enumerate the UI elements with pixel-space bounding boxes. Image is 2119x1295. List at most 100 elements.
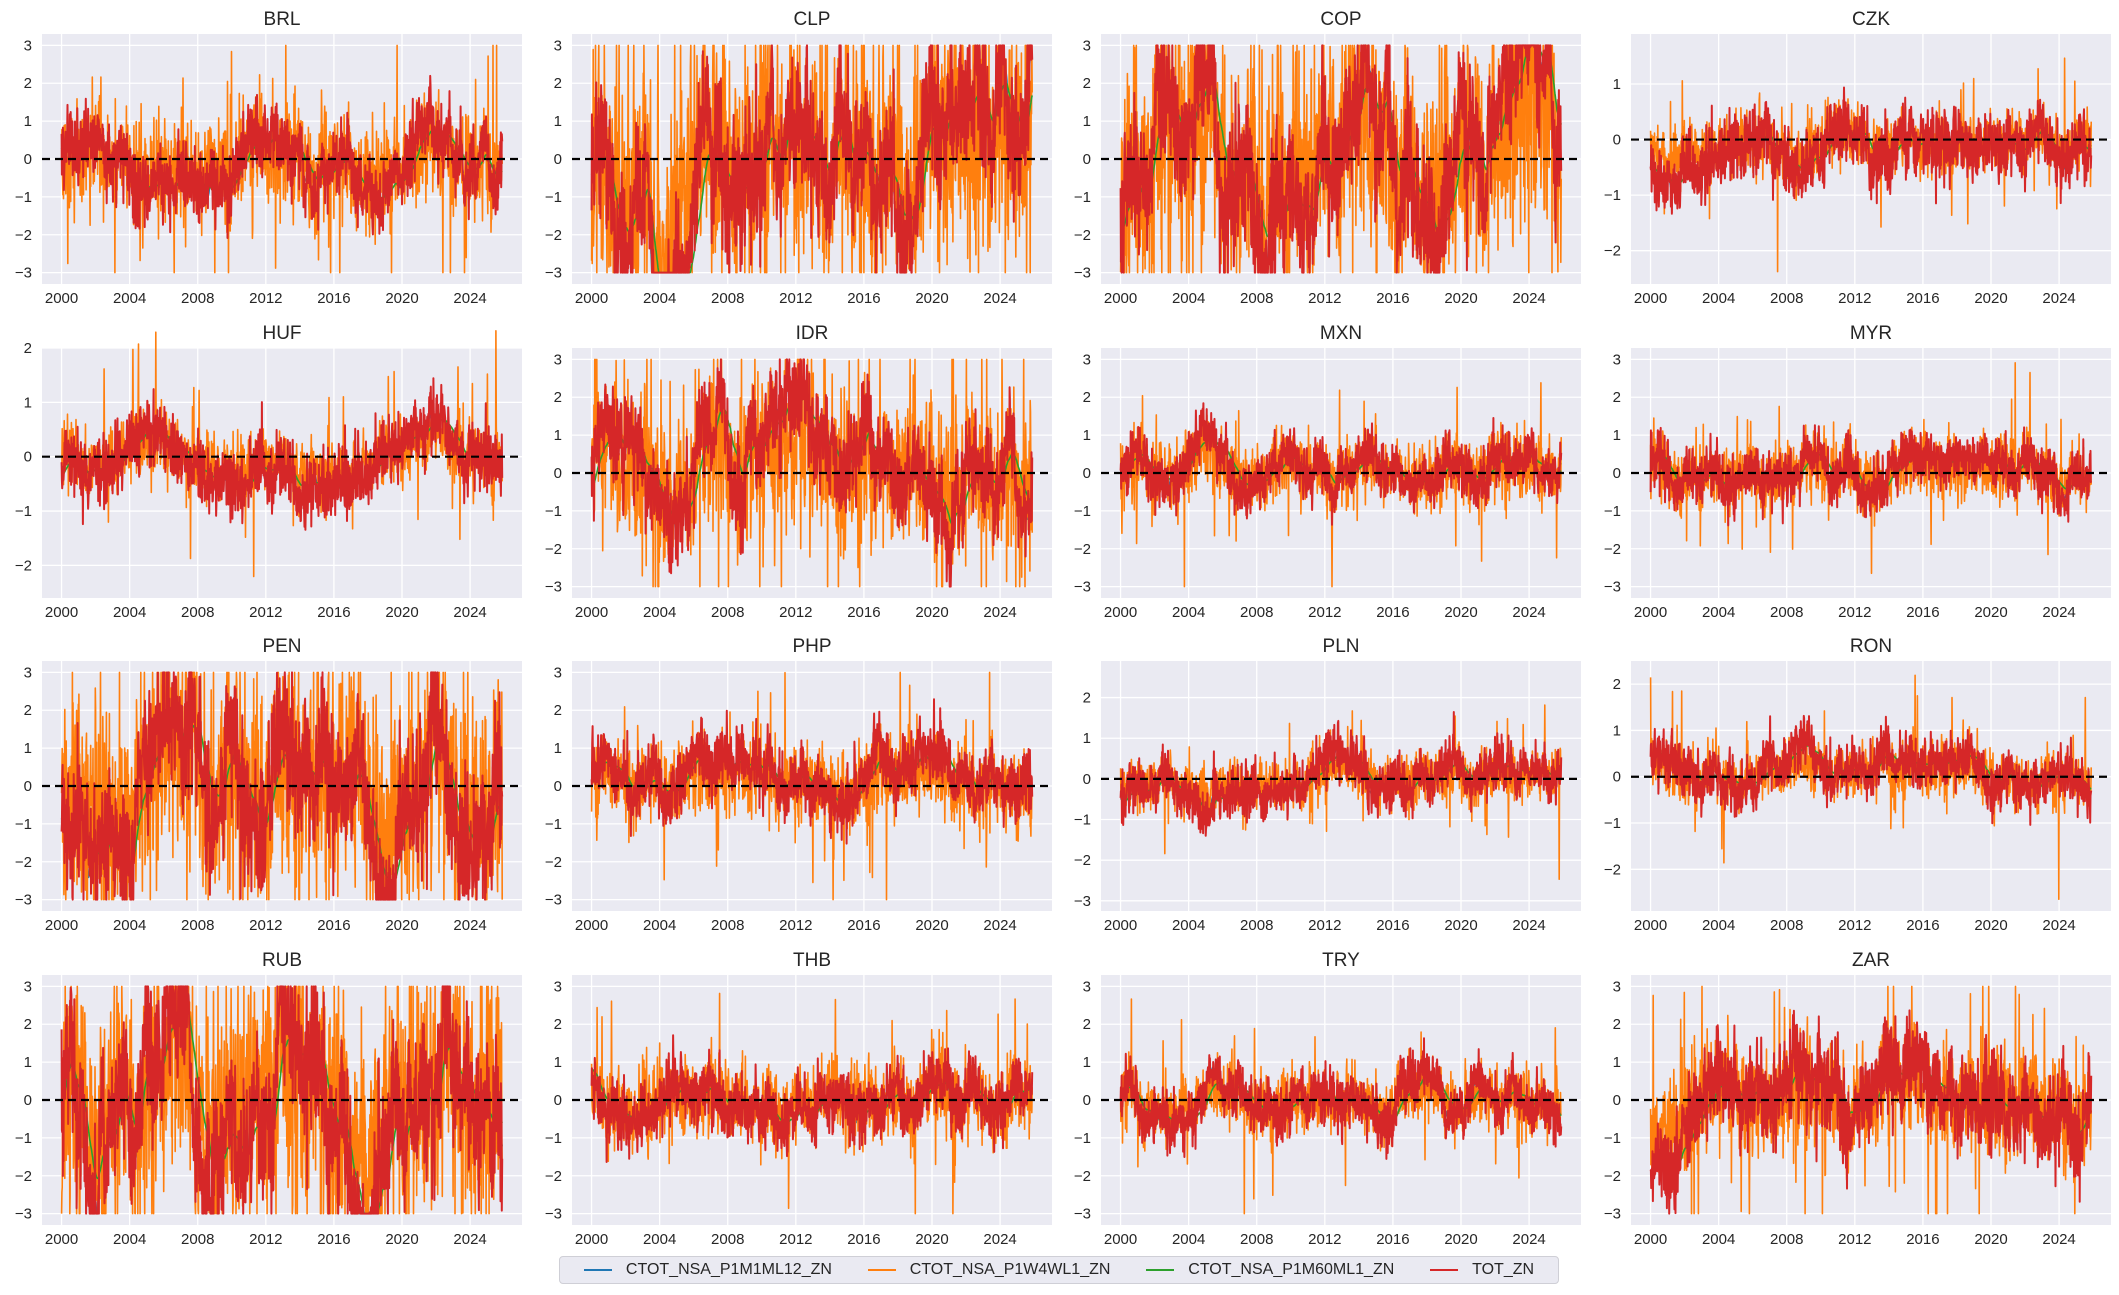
x-tick-label: 2000: [1634, 604, 1667, 621]
x-tick-label: 2012: [779, 604, 812, 621]
panel-php: PHP 2000 2004 2008 2012 2016 2020 2024 −3 −2 −1 0 1 2…: [545, 636, 1052, 934]
x-tick-label: 2004: [113, 917, 146, 934]
y-tick-label: 2: [24, 340, 32, 357]
panel-czk: CZK 2000 2004 2008 2012 2016 2020 2024 −2 −1 0 1: [1604, 9, 2112, 307]
panel-brl: BRL 2000 2004 2008 2012 2016 2020 2024 −3 −2 −1 0 1 2…: [15, 9, 522, 307]
y-tick-label: 1: [1083, 427, 1091, 444]
y-tick-label: −2: [1604, 540, 1621, 557]
y-tick-label: 2: [1613, 389, 1621, 406]
y-tick-label: 1: [1613, 427, 1621, 444]
y-tick-label: −2: [15, 854, 32, 871]
y-tick-label: 1: [553, 113, 561, 130]
y-tick-label: 1: [24, 741, 32, 758]
y-tick-label: −1: [545, 1130, 562, 1147]
y-tick-label: −3: [1604, 578, 1621, 595]
x-tick-label: 2012: [249, 917, 282, 934]
x-tick-label: 2020: [385, 290, 418, 307]
y-tick-label: 0: [1613, 1092, 1621, 1109]
y-tick-label: 3: [24, 37, 32, 54]
y-tick-label: 0: [553, 778, 561, 795]
legend-swatch-orange: [867, 1268, 896, 1272]
x-tick-label: 2008: [1770, 604, 1803, 621]
series-line-tot-zn: [1649, 86, 2093, 215]
x-tick-label: 2000: [1104, 604, 1137, 621]
x-tick-label: 2020: [385, 917, 418, 934]
x-tick-label: 2012: [1838, 917, 1871, 934]
x-tick-label: 2016: [1906, 290, 1939, 307]
y-tick-label: −2: [1074, 1168, 1091, 1185]
x-tick-label: 2012: [1309, 1231, 1342, 1248]
x-tick-label: 2012: [1838, 290, 1871, 307]
y-tick-label: 3: [553, 351, 561, 368]
y-tick-label: 3: [1083, 351, 1091, 368]
legend-label: CTOT_NSA_P1M60ML1_ZN: [1188, 1261, 1395, 1278]
series-line-tot-zn: [1119, 711, 1563, 838]
x-tick-label: 2012: [1309, 290, 1342, 307]
y-tick-label: 1: [1613, 1054, 1621, 1071]
y-tick-label: 2: [1083, 389, 1091, 406]
y-tick-label: 1: [24, 394, 32, 411]
y-tick-label: −2: [545, 227, 562, 244]
x-tick-label: 2020: [385, 604, 418, 621]
panel-try: TRY 2000 2004 2008 2012 2016 2020 2024 −3 −2 −1 0 1 2…: [1074, 950, 1582, 1248]
y-tick-label: 1: [1083, 731, 1091, 748]
y-tick-label: −2: [1074, 540, 1091, 557]
x-tick-label: 2020: [1974, 290, 2007, 307]
series-line-tot-zn: [1649, 423, 2093, 527]
x-tick-label: 2016: [317, 1231, 350, 1248]
x-tick-label: 2024: [2042, 604, 2075, 621]
series-line-tot-zn: [1119, 44, 1563, 274]
x-tick-label: 2012: [249, 604, 282, 621]
x-tick-label: 2000: [45, 1231, 78, 1248]
x-tick-label: 2016: [1906, 604, 1939, 621]
x-tick-label: 2004: [1702, 290, 1735, 307]
y-tick-label: 0: [1613, 769, 1621, 786]
y-tick-label: 0: [24, 778, 32, 795]
y-tick-label: −1: [545, 503, 562, 520]
x-tick-label: 2024: [1513, 1231, 1546, 1248]
x-tick-label: 2008: [1240, 604, 1273, 621]
y-tick-label: 3: [24, 978, 32, 995]
x-tick-label: 2004: [643, 917, 676, 934]
y-tick-label: −1: [1074, 503, 1091, 520]
x-tick-label: 2016: [1377, 917, 1410, 934]
y-tick-label: 2: [1083, 1016, 1091, 1033]
x-tick-label: 2000: [575, 290, 608, 307]
x-tick-label: 2004: [1702, 1231, 1735, 1248]
y-tick-label: 1: [553, 741, 561, 758]
x-tick-label: 2020: [1974, 917, 2007, 934]
x-tick-label: 2012: [1309, 917, 1342, 934]
x-tick-label: 2004: [1172, 290, 1205, 307]
y-tick-label: −1: [1074, 812, 1091, 829]
panel-pen: PEN 2000 2004 2008 2012 2016 2020 2024 −3 −2 −1 0 1 2…: [15, 636, 522, 934]
y-tick-label: −1: [1074, 1130, 1091, 1147]
y-tick-label: 2: [1083, 690, 1091, 707]
x-tick-label: 2000: [1634, 1231, 1667, 1248]
x-tick-label: 2020: [1974, 604, 2007, 621]
y-tick-label: 3: [1083, 978, 1091, 995]
y-tick-label: 2: [24, 75, 32, 92]
y-tick-label: −3: [15, 265, 32, 282]
x-tick-label: 2024: [983, 290, 1016, 307]
x-tick-label: 2016: [1906, 917, 1939, 934]
x-tick-label: 2016: [847, 917, 880, 934]
panel-thb: THB 2000 2004 2008 2012 2016 2020 2024 −3 −2 −1 0 1 2…: [545, 950, 1052, 1248]
x-tick-label: 2024: [983, 604, 1016, 621]
legend-item-tot-zn: TOT_ZN: [1430, 1261, 1534, 1279]
y-tick-label: −1: [15, 1130, 32, 1147]
legend: CTOT_NSA_P1M1ML12_ZN CTOT_NSA_P1W4WL1_ZN…: [559, 1256, 1559, 1284]
y-tick-label: 0: [1613, 132, 1621, 149]
x-tick-label: 2012: [1838, 1231, 1871, 1248]
x-tick-label: 2008: [181, 1231, 214, 1248]
panel-mxn: MXN 2000 2004 2008 2012 2016 2020 2024 −3 −2 −1 0 1 2…: [1074, 323, 1582, 621]
x-tick-label: 2024: [1513, 290, 1546, 307]
legend-item-ctot-p1m60ml1: CTOT_NSA_P1M60ML1_ZN: [1146, 1261, 1394, 1279]
panel-title: PLN: [1323, 636, 1360, 657]
x-tick-label: 2000: [575, 1231, 608, 1248]
series-line-tot-zn: [1649, 1009, 2093, 1215]
x-tick-label: 2008: [1770, 917, 1803, 934]
x-tick-label: 2016: [317, 604, 350, 621]
panel-title: MXN: [1320, 323, 1362, 344]
x-tick-label: 2008: [1240, 290, 1273, 307]
y-tick-label: 0: [1083, 771, 1091, 788]
